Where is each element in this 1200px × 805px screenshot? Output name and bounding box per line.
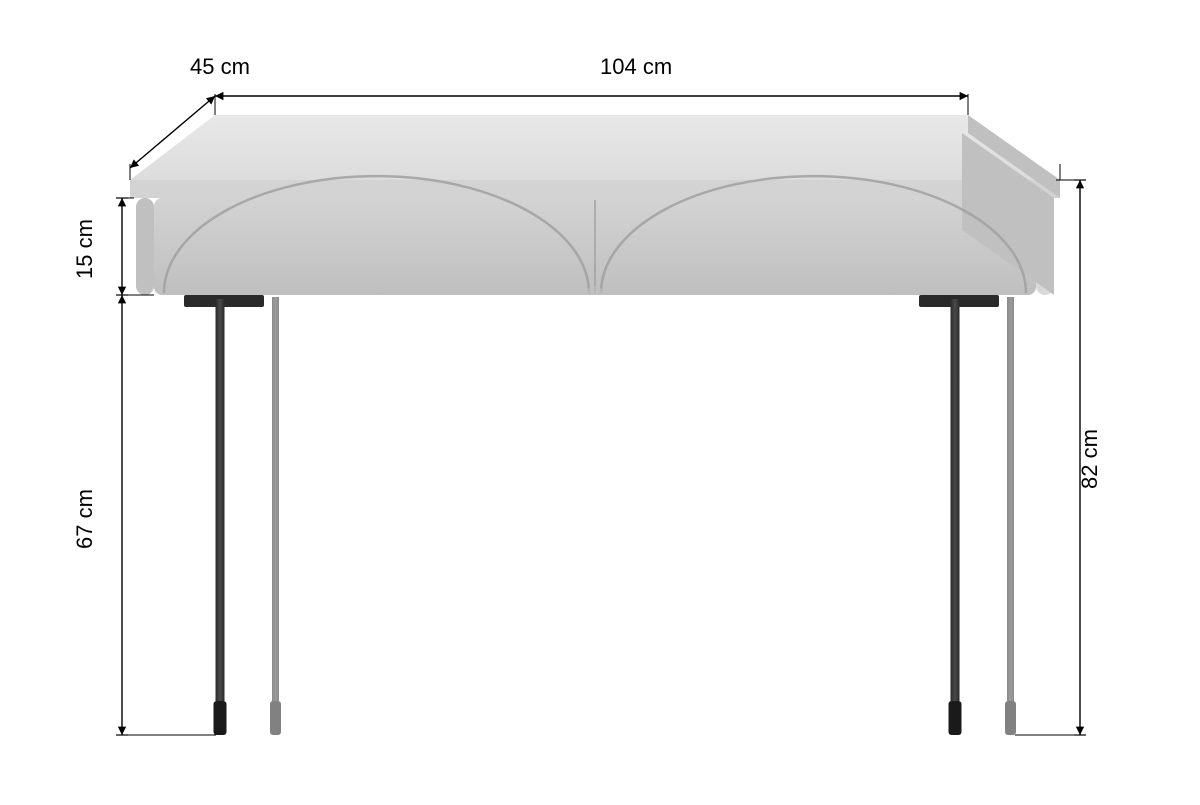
dim-label-legs: 67 cm	[72, 489, 98, 549]
dim-label-depth: 45 cm	[190, 54, 250, 80]
diagram-stage: 45 cm 104 cm 15 cm 67 cm 82 cm	[0, 0, 1200, 800]
dim-label-drawer: 15 cm	[72, 219, 98, 279]
dim-label-total: 82 cm	[1077, 429, 1103, 489]
dim-label-width: 104 cm	[600, 54, 672, 80]
product-drawing-svg	[0, 0, 1200, 800]
